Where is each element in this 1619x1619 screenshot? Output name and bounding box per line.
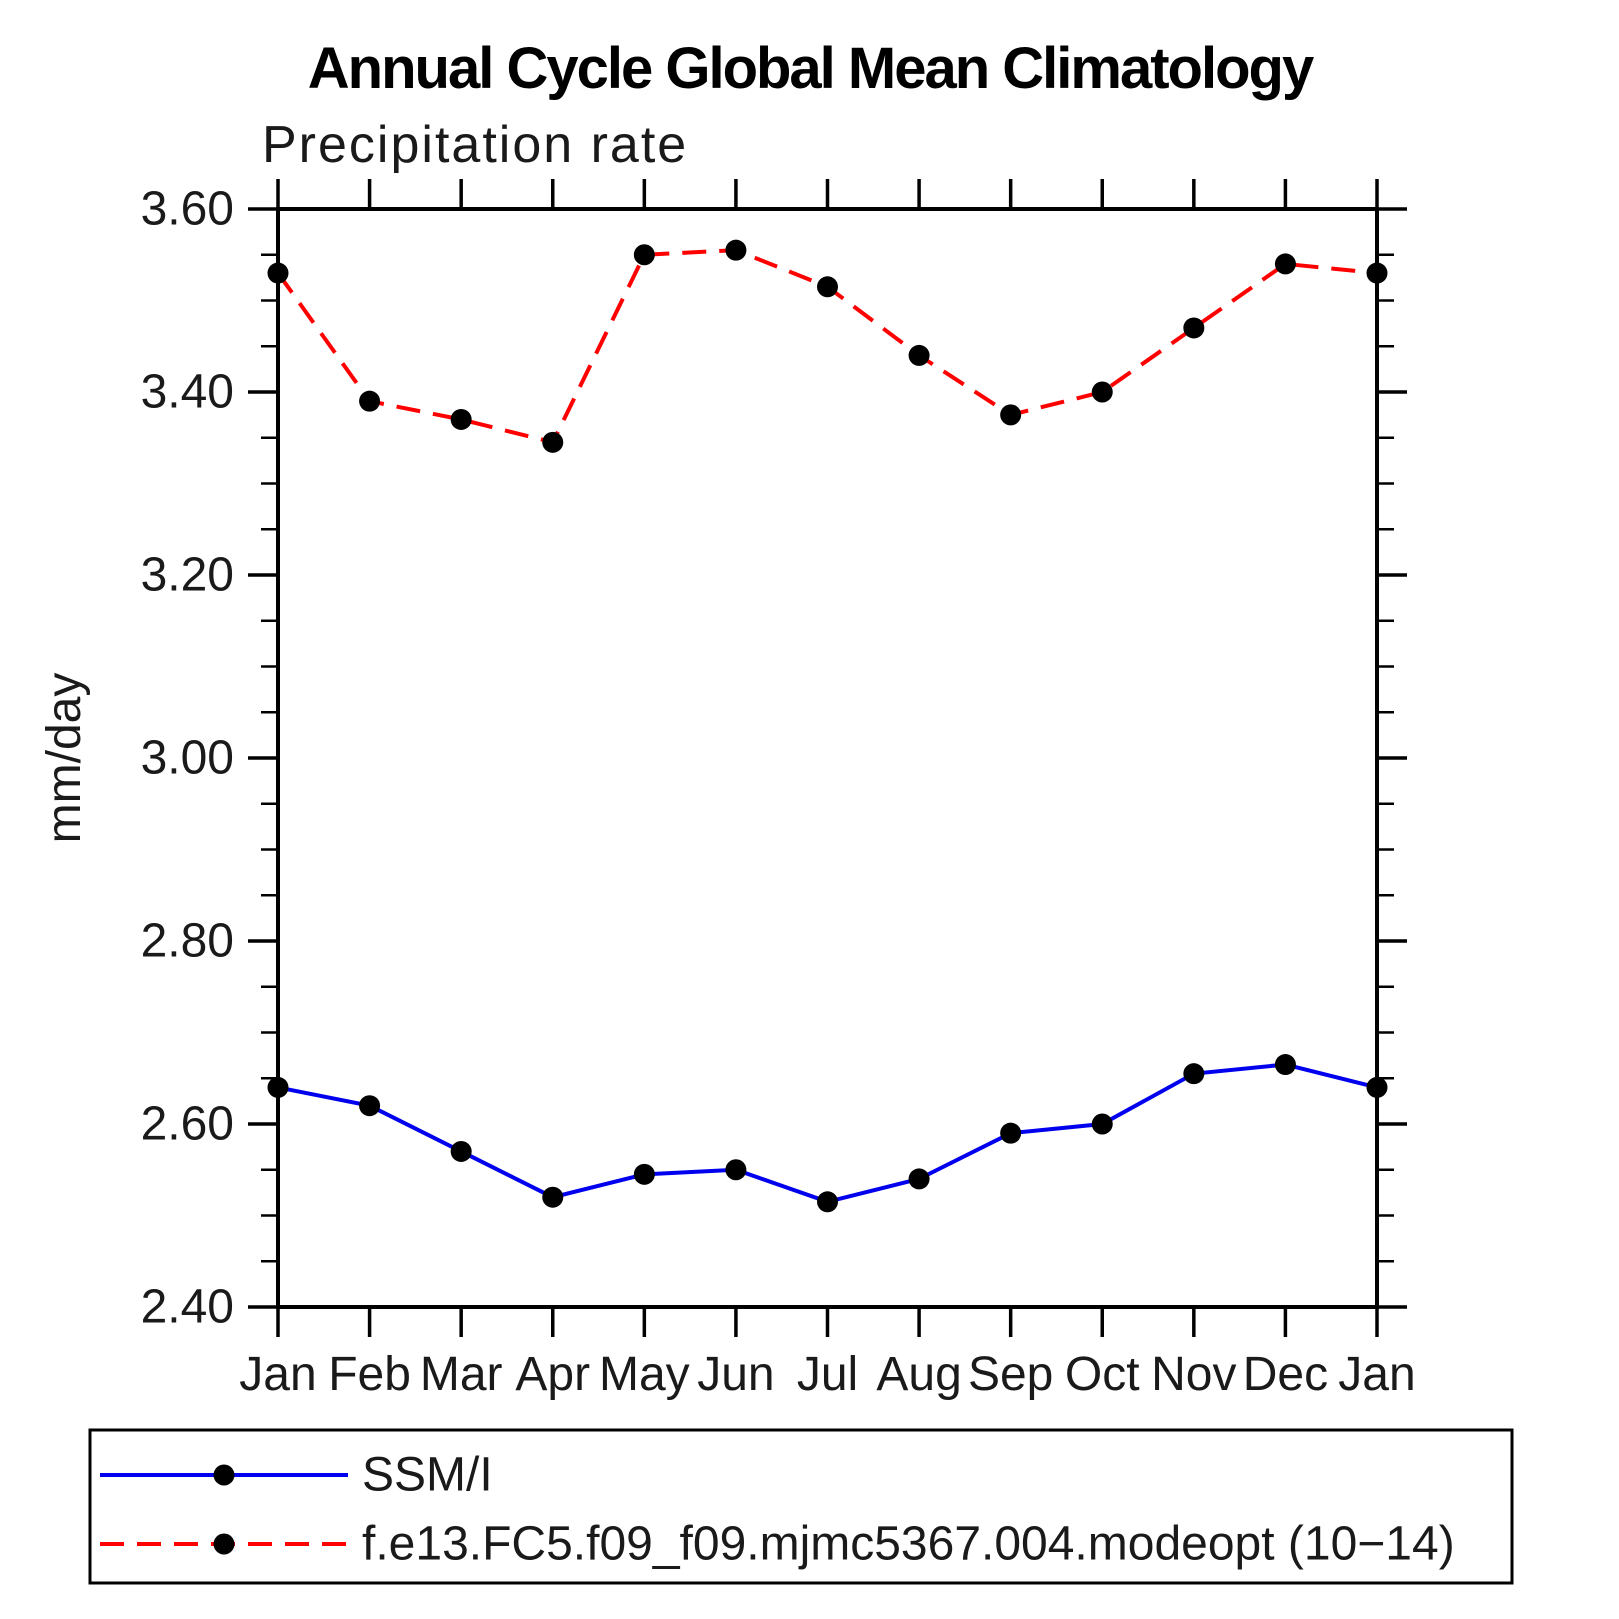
x-tick-label: Oct [1065, 1348, 1140, 1401]
x-tick-label: Dec [1243, 1348, 1328, 1401]
data-point [542, 1186, 564, 1208]
data-point [1000, 1122, 1022, 1144]
y-tick-label: 2.80 [141, 915, 234, 968]
legend-box [88, 1428, 1514, 1585]
chart-subtitle: Precipitation rate [262, 116, 688, 174]
x-tick-label: Mar [420, 1348, 503, 1401]
data-point [359, 390, 381, 412]
y-tick-label: 3.00 [141, 732, 234, 785]
series-line-ssmi [277, 1062, 1378, 1204]
data-point [1274, 1054, 1296, 1076]
x-tick-label: Sep [968, 1348, 1053, 1401]
data-point [817, 1191, 838, 1213]
data-point [725, 239, 747, 261]
y-axis-label: mm/day [38, 673, 91, 844]
legend-marker [213, 1464, 235, 1486]
series-group [267, 239, 1388, 1213]
data-point [1366, 262, 1388, 284]
y-tick-label: 3.40 [141, 366, 234, 419]
y-tick-label: 3.20 [141, 549, 234, 602]
data-point [1183, 1063, 1205, 1085]
data-point [542, 431, 564, 453]
x-tick-label: Feb [328, 1348, 411, 1401]
data-point [359, 1095, 381, 1117]
data-point [450, 408, 472, 430]
data-point [633, 1163, 655, 1185]
y-tick-label: 2.40 [141, 1281, 234, 1334]
data-point [267, 262, 289, 284]
data-point [817, 276, 838, 298]
data-point [1366, 1076, 1388, 1098]
data-point [725, 1159, 747, 1181]
x-tick-label: Nov [1151, 1348, 1236, 1401]
x-tick-label: Jan [1338, 1348, 1415, 1401]
y-ticks-group: 2.40 2.60 2.80 3.00 3.20 3.40 3.60 [141, 183, 1407, 1334]
legend-group: SSM/I f.e13.FC5.f09_f09.mjmc5367.004.mode… [88, 1428, 1514, 1585]
x-tick-label: May [599, 1348, 690, 1401]
y-tick-label: 2.60 [141, 1098, 234, 1151]
data-point [450, 1140, 472, 1162]
data-point [267, 1076, 289, 1098]
chart-title: Annual Cycle Global Mean Climatology [308, 36, 1314, 101]
x-ticks-group: Jan Feb Mar Apr May Jun Jul Aug Sep Oct Nov Dec Jan [239, 179, 1416, 1401]
legend-label: f.e13.FC5.f09_f09.mjmc5367.004.modeopt (… [362, 1518, 1455, 1571]
data-point [1091, 1113, 1113, 1135]
x-tick-label: Jul [797, 1348, 858, 1401]
data-point [1000, 404, 1022, 426]
data-point [908, 344, 930, 366]
x-tick-label: Apr [515, 1348, 590, 1401]
x-tick-label: Jan [239, 1348, 316, 1401]
y-tick-label: 3.60 [141, 183, 234, 236]
legend-label: SSM/I [362, 1449, 493, 1502]
data-point [908, 1168, 930, 1190]
data-point [633, 244, 655, 266]
data-point [1091, 381, 1113, 403]
x-tick-label: Jun [697, 1348, 774, 1401]
data-point [1274, 253, 1296, 275]
legend-marker [213, 1533, 235, 1555]
x-tick-label: Aug [876, 1348, 961, 1401]
data-point [1183, 317, 1205, 339]
